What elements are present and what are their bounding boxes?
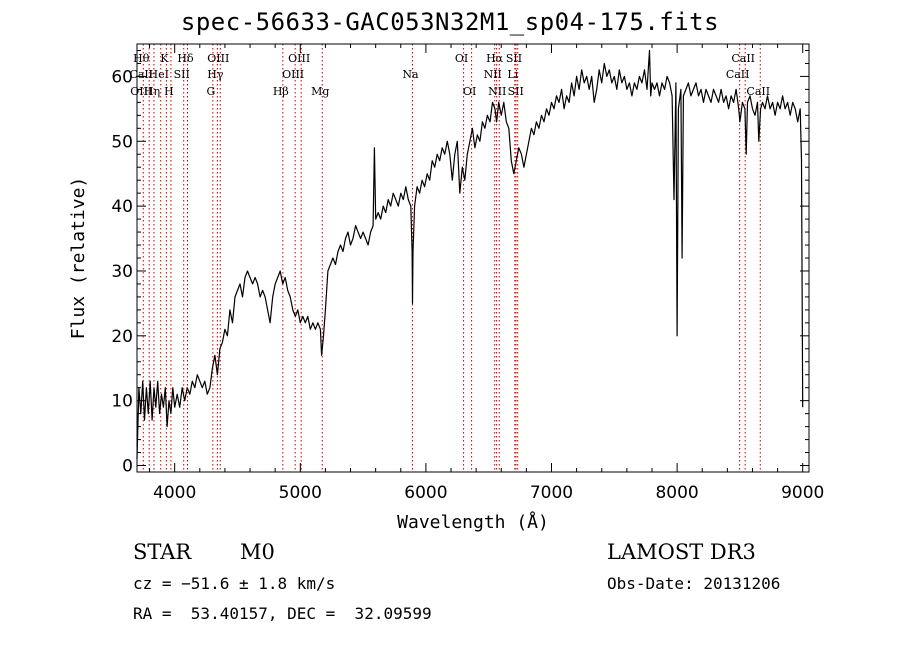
chart-title: spec-56633-GAC053N32M1_sp04-175.fits [180, 8, 720, 36]
x-tick-label: 5000 [279, 483, 322, 503]
y-axis-label: Flux (relative) [68, 177, 89, 340]
line-marker-label: OIII [288, 52, 310, 65]
line-marker-label: Hθ [133, 52, 150, 65]
object-class: STAR [133, 540, 192, 564]
velocity-label: cz = −51.6 ± 1.8 km/s [133, 574, 336, 593]
line-marker-label: K [160, 52, 169, 65]
y-tick-label: 30 [111, 262, 133, 282]
line-marker-label: Na [402, 68, 419, 81]
line-marker-label: Hα [486, 52, 504, 65]
line-marker-label: Hδ [177, 52, 194, 65]
line-marker-label: Hγ [207, 68, 224, 81]
y-tick-label: 40 [111, 197, 133, 217]
spectrum-series [136, 49, 804, 460]
survey-label: LAMOST DR3 [607, 540, 756, 564]
line-marker-label: Hβ [273, 85, 289, 98]
y-tick-label: 60 [111, 67, 133, 87]
x-tick-label: 6000 [404, 483, 447, 503]
line-marker-label: SII [508, 85, 524, 98]
line-marker-label: OIII [130, 85, 152, 98]
y-tick-label: 0 [122, 457, 133, 477]
line-marker-label: OI [455, 52, 468, 65]
line-marker-label: OIII [282, 68, 304, 81]
line-marker-label: CaII [726, 68, 750, 81]
line-marker-label: G [206, 85, 215, 98]
y-tick-label: 10 [111, 392, 133, 412]
line-marker-label: H [164, 85, 174, 98]
line-marker-label: OI [463, 85, 476, 98]
line-marker-label: Mg [311, 85, 329, 98]
y-tick-label: 50 [111, 132, 133, 152]
line-marker-label: Hη [144, 85, 160, 98]
line-marker-label: NII [488, 85, 506, 98]
line-marker-label: HeI [149, 68, 169, 81]
obs-date-label: Obs-Date: 20131206 [607, 574, 781, 593]
line-marker-label: CaII [746, 85, 770, 98]
x-tick-label: 8000 [655, 483, 698, 503]
x-tick-label: 4000 [153, 483, 196, 503]
line-marker-label: Li [507, 68, 518, 81]
line-marker-label: OIII [207, 52, 229, 65]
x-axis-label: Wavelength (Å) [397, 511, 549, 533]
line-marker-label: SII [506, 52, 522, 65]
x-tick-label: 9000 [781, 483, 824, 503]
plot-frame [136, 43, 810, 473]
line-marker-label: SII [174, 68, 190, 81]
y-tick-label: 20 [111, 327, 133, 347]
x-tick-label: 7000 [530, 483, 573, 503]
coordinates-label: RA = 53.40157, DEC = 32.09599 [133, 604, 432, 623]
line-marker-label: NII [484, 68, 502, 81]
object-subclass: M0 [240, 540, 275, 564]
line-marker-label: CaII [129, 68, 153, 81]
line-marker-label: CaII [731, 52, 755, 65]
